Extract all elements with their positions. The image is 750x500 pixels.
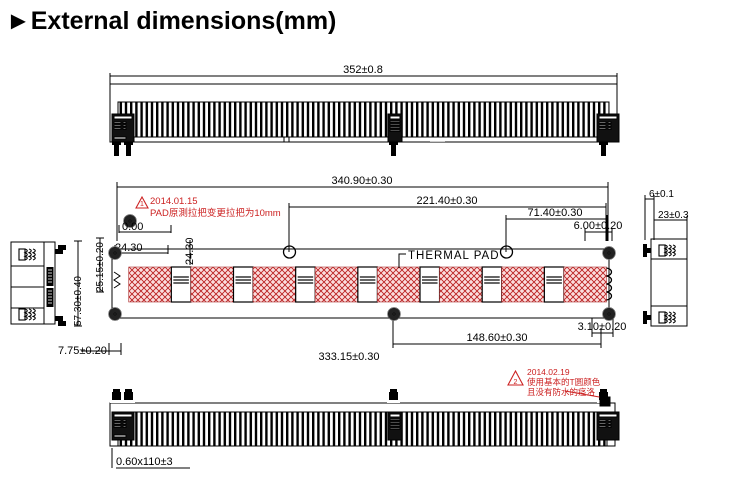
svg-text:2014.02.19: 2014.02.19 [527, 367, 570, 377]
svg-text:0.60x110±3: 0.60x110±3 [116, 456, 173, 468]
svg-text:71.40±0.30: 71.40±0.30 [528, 207, 583, 219]
svg-text:THERMAL PAD: THERMAL PAD [408, 250, 500, 262]
svg-text:2: 2 [514, 379, 518, 386]
svg-text:2014.01.15: 2014.01.15 [150, 196, 198, 207]
svg-text:24.30: 24.30 [184, 237, 196, 265]
svg-text:使用基本的T圆颜色: 使用基本的T圆颜色 [527, 377, 601, 387]
svg-text:23±0.3: 23±0.3 [658, 210, 689, 221]
svg-text:0.00: 0.00 [122, 221, 143, 233]
svg-text:7.75±0.20: 7.75±0.20 [58, 345, 107, 357]
svg-text:且没有防水的痉洛: 且没有防水的痉洛 [527, 387, 596, 397]
svg-text:57.30±0.40: 57.30±0.40 [73, 276, 84, 326]
svg-text:3.10±0.20: 3.10±0.20 [578, 321, 627, 333]
svg-text:6±0.1: 6±0.1 [649, 189, 674, 200]
svg-text:PAD原測拉把变更拉把为10mm: PAD原測拉把变更拉把为10mm [150, 207, 281, 219]
svg-text:221.40±0.30: 221.40±0.30 [416, 195, 477, 207]
svg-text:352±0.8: 352±0.8 [343, 64, 383, 76]
svg-text:6.00±0.20: 6.00±0.20 [574, 220, 623, 232]
svg-text:148.60±0.30: 148.60±0.30 [466, 332, 527, 344]
svg-text:340.90±0.30: 340.90±0.30 [331, 175, 392, 187]
svg-text:1: 1 [140, 201, 144, 208]
svg-text:333.15±0.30: 333.15±0.30 [318, 351, 379, 363]
svg-text:25.15±0.20: 25.15±0.20 [95, 242, 106, 292]
